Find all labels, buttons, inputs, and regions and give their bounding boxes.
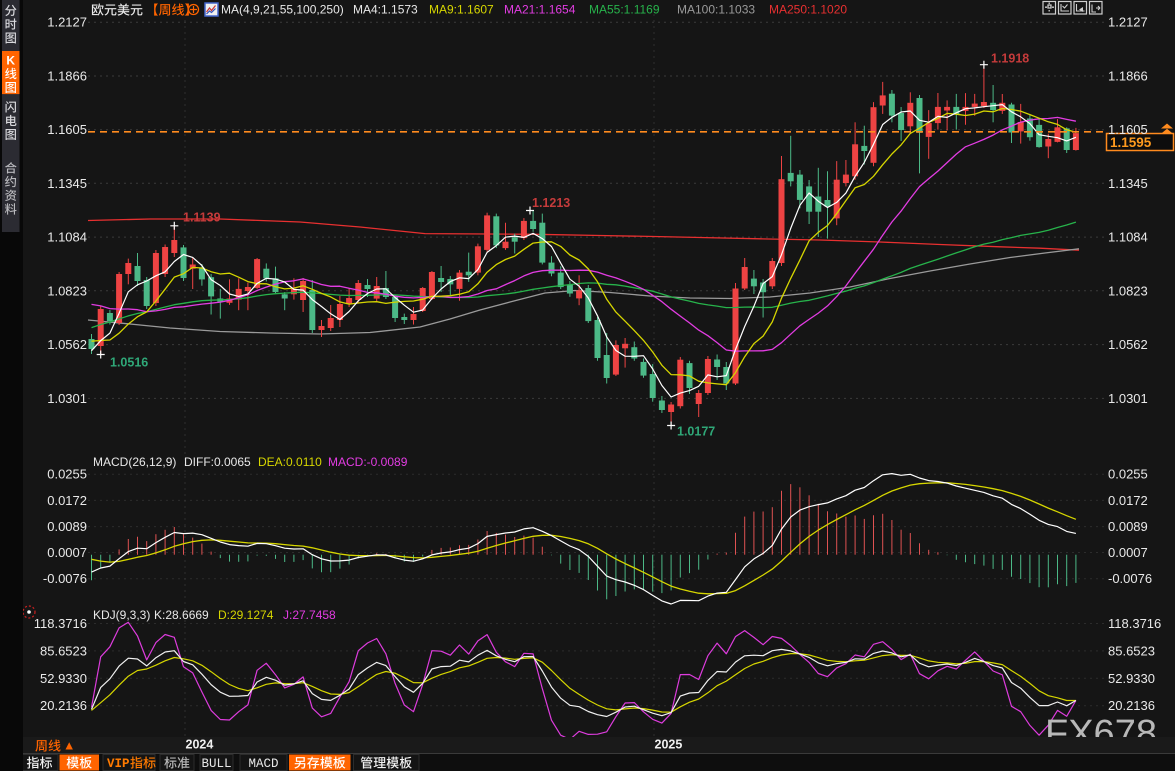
svg-text:1.0562: 1.0562 (47, 337, 87, 352)
svg-text:DIFF:0.0065: DIFF:0.0065 (184, 455, 251, 469)
svg-text:1.0823: 1.0823 (1108, 283, 1148, 298)
svg-text:0.0007: 0.0007 (47, 545, 87, 560)
svg-text:118.3716: 118.3716 (34, 616, 87, 631)
svg-text:1.1866: 1.1866 (1108, 68, 1148, 83)
svg-text:1.2127: 1.2127 (1108, 15, 1148, 30)
svg-text:K: K (6, 54, 15, 68)
svg-text:MA4:1.1573: MA4:1.1573 (353, 3, 418, 17)
svg-text:0.0172: 0.0172 (47, 493, 87, 508)
svg-text:MACD:-0.0089: MACD:-0.0089 (328, 455, 408, 469)
svg-text:1.1918: 1.1918 (991, 52, 1029, 66)
svg-text:20.2136: 20.2136 (40, 698, 87, 713)
svg-text:1.1139: 1.1139 (183, 211, 221, 225)
svg-text:MACD: MACD (248, 757, 278, 771)
svg-text:MACD(26,12,9): MACD(26,12,9) (93, 455, 176, 469)
svg-text:85.6523: 85.6523 (40, 643, 87, 658)
svg-text:1.0177: 1.0177 (677, 425, 715, 439)
svg-text:2024: 2024 (186, 738, 214, 752)
svg-text:MA21:1.1654: MA21:1.1654 (504, 3, 576, 17)
svg-text:1.1213: 1.1213 (532, 196, 570, 210)
svg-text:MA100:1.1033: MA100:1.1033 (677, 3, 755, 17)
svg-text:1.2127: 1.2127 (47, 15, 87, 30)
svg-text:D:29.1274: D:29.1274 (218, 608, 274, 622)
svg-text:1.1605: 1.1605 (47, 122, 87, 137)
svg-text:1.1084: 1.1084 (1108, 230, 1148, 245)
svg-text:-0.0076: -0.0076 (1108, 571, 1152, 586)
svg-text:1.0301: 1.0301 (1108, 391, 1148, 406)
svg-text:1.1866: 1.1866 (47, 68, 87, 83)
svg-text:MA55:1.1169: MA55:1.1169 (589, 3, 660, 17)
svg-text:0.0089: 0.0089 (1108, 519, 1148, 534)
svg-text:52.9330: 52.9330 (1108, 671, 1155, 686)
svg-text:0.0089: 0.0089 (47, 519, 87, 534)
svg-text:VIP: VIP (107, 757, 130, 771)
svg-text:0.0255: 0.0255 (1108, 467, 1148, 482)
svg-text:BULL: BULL (201, 757, 231, 771)
svg-text:20.2136: 20.2136 (1108, 698, 1155, 713)
svg-text:0.0172: 0.0172 (1108, 493, 1148, 508)
svg-text:2025: 2025 (655, 738, 683, 752)
svg-text:KDJ(9,3,3): KDJ(9,3,3) (93, 608, 150, 622)
svg-text:1.0562: 1.0562 (1108, 337, 1148, 352)
svg-text:1.1345: 1.1345 (47, 176, 87, 191)
svg-text:1.0301: 1.0301 (47, 391, 87, 406)
svg-text:118.3716: 118.3716 (1108, 616, 1161, 631)
svg-text:1.1084: 1.1084 (47, 230, 87, 245)
svg-text:K:28.6669: K:28.6669 (154, 608, 209, 622)
svg-text:1.0823: 1.0823 (47, 283, 87, 298)
svg-text:-0.0076: -0.0076 (43, 571, 87, 586)
svg-text:1.1605: 1.1605 (1108, 122, 1148, 137)
svg-text:J:27.7458: J:27.7458 (283, 608, 336, 622)
svg-text:DEA:0.0110: DEA:0.0110 (258, 455, 322, 469)
svg-text:0.0255: 0.0255 (47, 467, 87, 482)
svg-text:1.1345: 1.1345 (1108, 176, 1148, 191)
svg-text:MA9:1.1607: MA9:1.1607 (429, 3, 494, 17)
svg-text:0.0007: 0.0007 (1108, 545, 1148, 560)
svg-text:MA250:1.1020: MA250:1.1020 (769, 3, 847, 17)
svg-text:1.1595: 1.1595 (1110, 135, 1152, 150)
svg-text:52.9330: 52.9330 (40, 671, 87, 686)
svg-text:1.0516: 1.0516 (110, 356, 148, 370)
svg-text:85.6523: 85.6523 (1108, 643, 1155, 658)
svg-text:MA(4,9,21,55,100,250): MA(4,9,21,55,100,250) (221, 3, 344, 17)
